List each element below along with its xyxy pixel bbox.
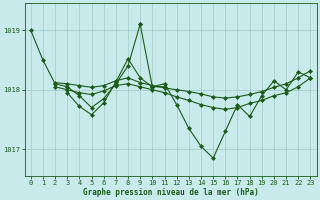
X-axis label: Graphe pression niveau de la mer (hPa): Graphe pression niveau de la mer (hPa) [83, 188, 259, 197]
